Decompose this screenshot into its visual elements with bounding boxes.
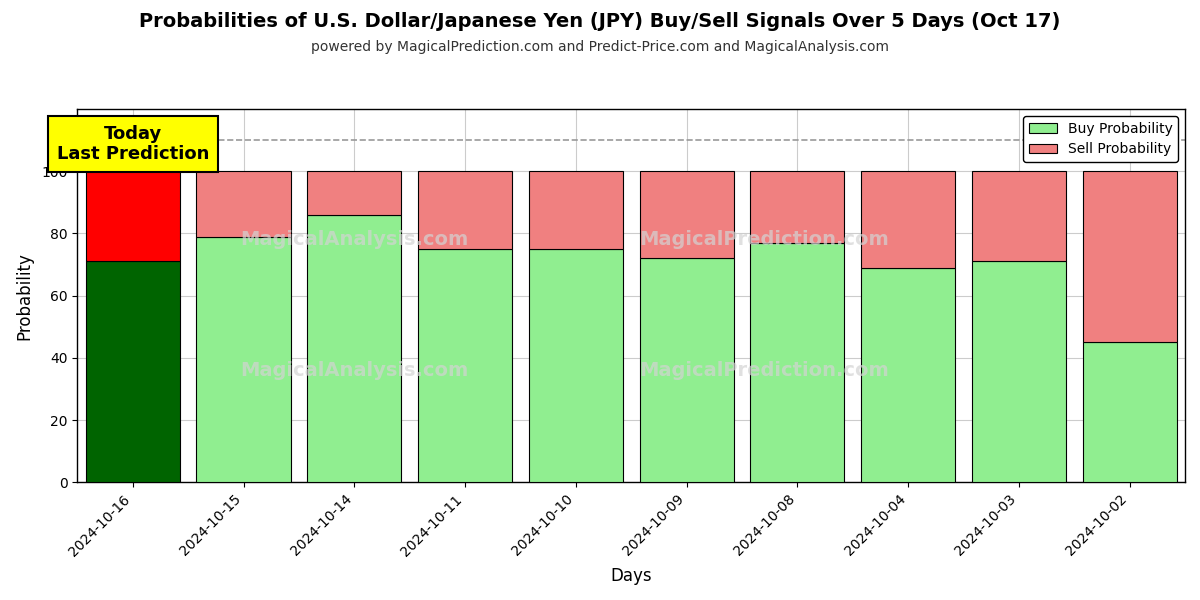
Bar [197,171,290,236]
Text: Probabilities of U.S. Dollar/Japanese Yen (JPY) Buy/Sell Signals Over 5 Days (Oc: Probabilities of U.S. Dollar/Japanese Ye… [139,12,1061,31]
Bar [307,215,401,482]
Text: powered by MagicalPrediction.com and Predict-Price.com and MagicalAnalysis.com: powered by MagicalPrediction.com and Pre… [311,40,889,54]
Bar [640,171,733,259]
X-axis label: Days: Days [611,567,652,585]
Bar [972,171,1066,262]
Text: MagicalAnalysis.com: MagicalAnalysis.com [240,361,468,380]
Bar [972,262,1066,482]
Bar [750,171,845,243]
Bar [529,171,623,249]
Text: Today
Last Prediction: Today Last Prediction [56,125,209,163]
Bar [418,249,512,482]
Legend: Buy Probability, Sell Probability: Buy Probability, Sell Probability [1024,116,1178,162]
Bar [85,171,180,262]
Text: MagicalPrediction.com: MagicalPrediction.com [640,361,889,380]
Bar [418,171,512,249]
Bar [197,236,290,482]
Bar [862,268,955,482]
Bar [862,171,955,268]
Text: MagicalPrediction.com: MagicalPrediction.com [640,230,889,249]
Bar [529,249,623,482]
Y-axis label: Probability: Probability [14,252,32,340]
Bar [1082,343,1177,482]
Bar [750,243,845,482]
Bar [307,171,401,215]
Bar [1082,171,1177,343]
Bar [85,262,180,482]
Text: MagicalAnalysis.com: MagicalAnalysis.com [240,230,468,249]
Bar [640,259,733,482]
